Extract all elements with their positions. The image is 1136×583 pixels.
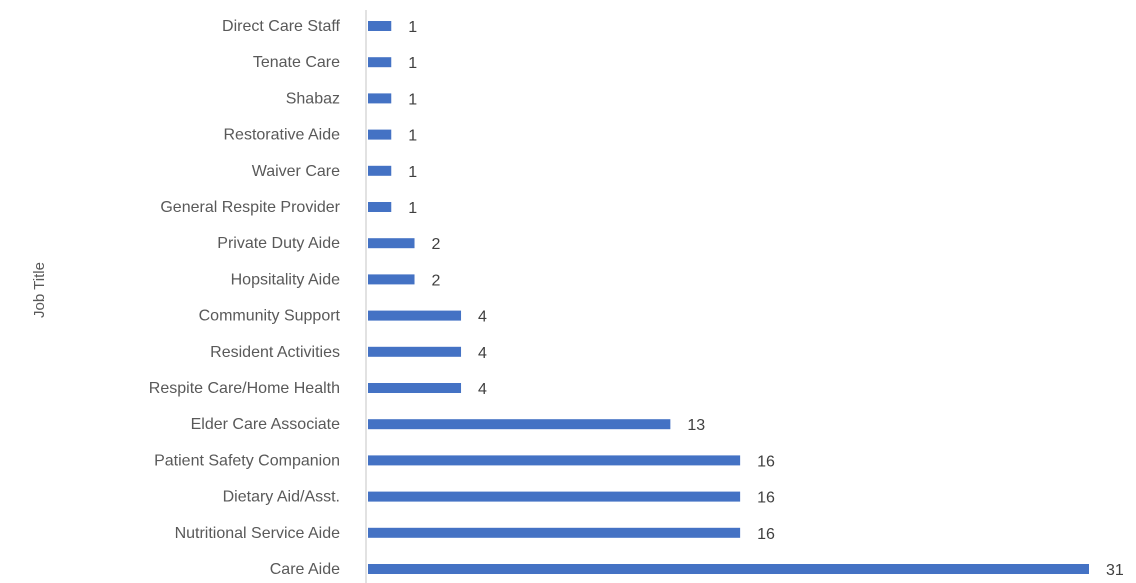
data-label: 1: [408, 128, 417, 145]
data-label: 1: [408, 55, 417, 72]
category-label: Restorative Aide: [223, 127, 340, 144]
data-label: 4: [478, 381, 487, 398]
plot-area: Direct Care Staff 1 Tenate Care 1 Shabaz 1 Res…: [149, 10, 1124, 583]
data-label: 1: [408, 19, 417, 36]
bar: [368, 129, 392, 140]
category-label: Care Aide: [270, 561, 340, 578]
bar: [368, 455, 741, 466]
category-label: Shabaz: [286, 90, 340, 107]
bar: [368, 310, 462, 321]
data-label: 16: [757, 490, 775, 507]
bar: [368, 383, 462, 393]
bar: [368, 274, 415, 285]
category-label: Waiver Care: [252, 163, 340, 180]
bar: [368, 57, 392, 68]
data-label: 1: [408, 91, 417, 108]
data-label: 31: [1106, 562, 1124, 579]
category-label: Patient Safety Companion: [154, 452, 340, 469]
category-label: Resident Activities: [210, 344, 340, 361]
bar: [368, 346, 462, 357]
category-label: General Respite Provider: [160, 199, 340, 216]
bar: [368, 238, 415, 249]
y-axis-title: Job Title: [31, 262, 48, 318]
data-label: 1: [408, 200, 417, 217]
data-label: 4: [478, 345, 487, 362]
category-label: Nutritional Service Aide: [175, 525, 341, 542]
data-label: 2: [432, 236, 441, 253]
data-label: 2: [432, 272, 441, 289]
bar: [368, 202, 392, 212]
data-label: 16: [757, 526, 775, 543]
category-label: Direct Care Staff: [222, 18, 341, 35]
category-label: Respite Care/Home Health: [149, 380, 340, 397]
category-label: Tenate Care: [253, 54, 340, 71]
bar: [368, 93, 392, 104]
bar: [368, 419, 671, 430]
category-label: Community Support: [199, 308, 341, 325]
bar: [368, 21, 392, 31]
bar: [368, 564, 1089, 574]
category-label: Hopsitality Aide: [231, 271, 340, 288]
bar: [368, 527, 741, 538]
data-label: 16: [757, 453, 775, 470]
data-label: 4: [478, 309, 487, 326]
bar: [368, 165, 392, 176]
category-label: Dietary Aid/Asst.: [223, 489, 340, 506]
data-label: 13: [687, 417, 705, 434]
bar: [368, 491, 741, 502]
data-label: 1: [408, 164, 417, 181]
category-label: Elder Care Associate: [191, 416, 341, 433]
category-label: Private Duty Aide: [217, 235, 340, 252]
